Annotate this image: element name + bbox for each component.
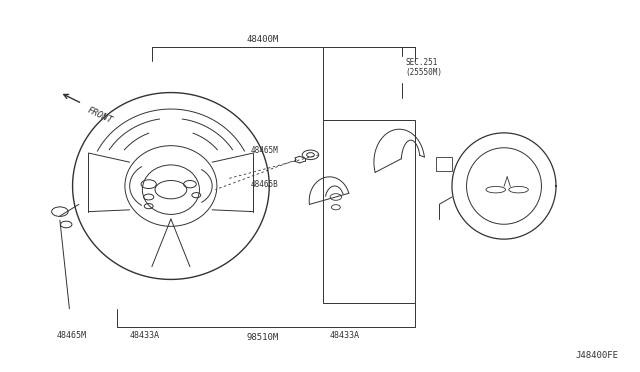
Text: 48465B: 48465B (251, 180, 279, 189)
Text: 48433A: 48433A (130, 331, 159, 340)
Text: 48400M: 48400M (247, 35, 279, 44)
Text: 48465M: 48465M (57, 331, 86, 340)
Text: FRONT: FRONT (85, 105, 113, 125)
Text: 48465M: 48465M (251, 145, 279, 155)
Text: SEC.251
(25550M): SEC.251 (25550M) (406, 58, 443, 77)
Bar (323, 120, 415, 303)
Text: 98510M: 98510M (247, 333, 279, 341)
Text: J48400FE: J48400FE (575, 351, 618, 360)
Text: 48433A: 48433A (330, 331, 360, 340)
